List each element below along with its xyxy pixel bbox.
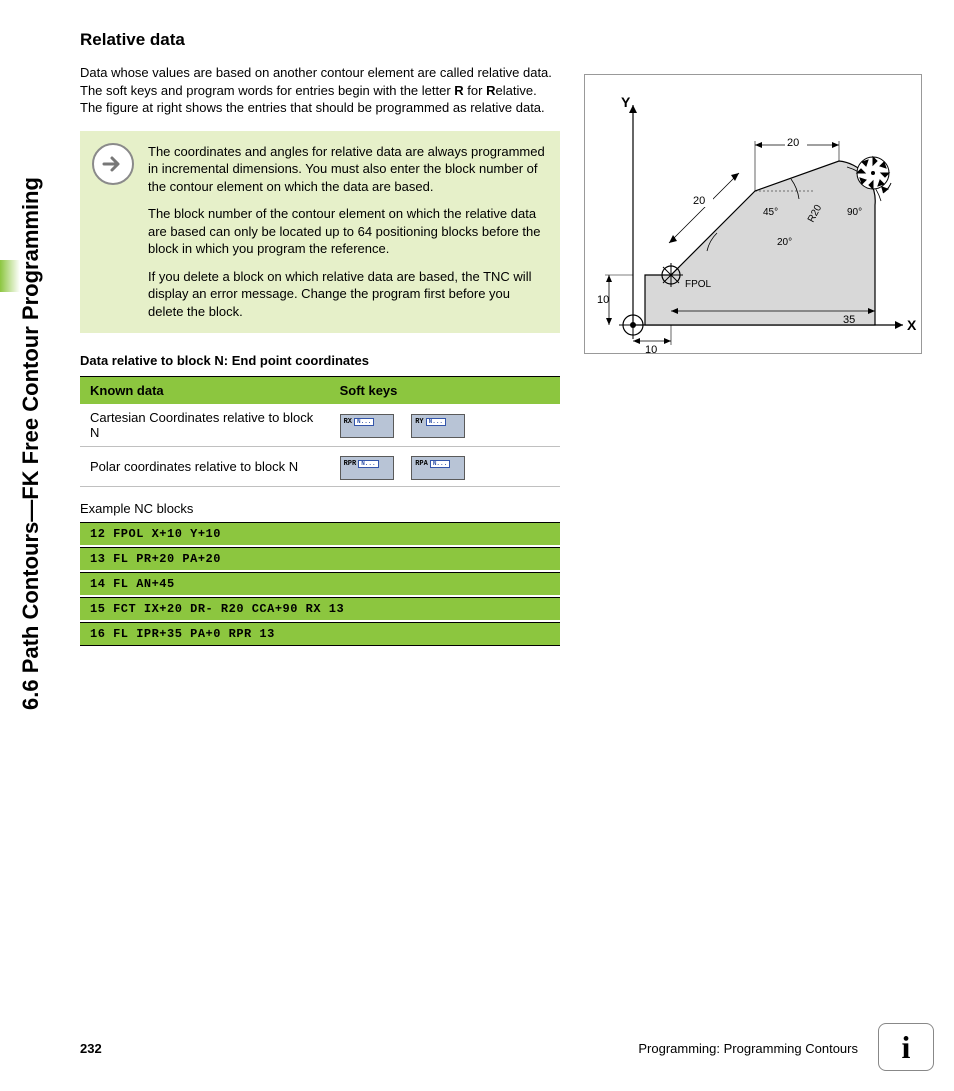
table-header-known: Known data (80, 376, 330, 404)
nc-block: 16 FL IPR+35 PA+0 RPR 13 (80, 622, 560, 646)
table-cell-softkeys: RXN... RYN... (330, 404, 560, 447)
nc-block-list: 12 FPOL X+10 Y+10 13 FL PR+20 PA+20 14 F… (80, 522, 560, 646)
table-cell-label: Polar coordinates relative to block N (80, 446, 330, 486)
softkey-rpr[interactable]: RPRN... (340, 456, 394, 480)
intro-paragraph: Data whose values are based on another c… (80, 64, 560, 117)
svg-text:20: 20 (693, 195, 705, 207)
info-badge-icon: i (878, 1023, 934, 1071)
table-row: Cartesian Coordinates relative to block … (80, 404, 560, 447)
sidebar-gradient (0, 260, 20, 292)
note-box: The coordinates and angles for relative … (80, 131, 560, 333)
nc-block: 13 FL PR+20 PA+20 (80, 547, 560, 570)
svg-text:10: 10 (645, 344, 657, 355)
svg-text:20°: 20° (777, 237, 792, 248)
section-heading: Relative data (80, 30, 560, 50)
table-title: Data relative to block N: End point coor… (80, 353, 560, 368)
info-i-icon: i (902, 1029, 911, 1066)
footer-text: Programming: Programming Contours (638, 1041, 858, 1056)
softkey-ry[interactable]: RYN... (411, 414, 465, 438)
svg-text:35: 35 (843, 314, 855, 326)
softkey-rpa[interactable]: RPAN... (411, 456, 465, 480)
diagram-figure: X Y FPOL 10 10 (584, 74, 922, 354)
example-label: Example NC blocks (80, 501, 560, 516)
svg-text:90°: 90° (847, 207, 862, 218)
svg-text:Y: Y (621, 94, 631, 110)
sidebar-chapter-title: 6.6 Path Contours—FK Free Contour Progra… (18, 30, 46, 710)
svg-text:10: 10 (597, 294, 609, 306)
sidebar-chapter-tab: 6.6 Path Contours—FK Free Contour Progra… (0, 30, 54, 710)
note-arrow-icon (92, 143, 134, 185)
page-number: 232 (80, 1041, 102, 1056)
page-footer: 232 Programming: Programming Contours i (0, 1023, 954, 1073)
note-paragraph-2: The block number of the contour element … (148, 205, 546, 258)
nc-block: 15 FCT IX+20 DR- R20 CCA+90 RX 13 (80, 597, 560, 620)
table-cell-softkeys: RPRN... RPAN... (330, 446, 560, 486)
main-content: Relative data Data whose values are base… (80, 30, 560, 648)
note-paragraph-1: The coordinates and angles for relative … (148, 143, 546, 196)
svg-text:FPOL: FPOL (685, 279, 712, 290)
softkey-rx[interactable]: RXN... (340, 414, 394, 438)
svg-text:20: 20 (787, 137, 799, 149)
nc-block: 14 FL AN+45 (80, 572, 560, 595)
note-paragraph-3: If you delete a block on which relative … (148, 268, 546, 321)
table-cell-label: Cartesian Coordinates relative to block … (80, 404, 330, 447)
table-header-softkeys: Soft keys (330, 376, 560, 404)
svg-text:X: X (907, 317, 917, 333)
table-row: Polar coordinates relative to block N RP… (80, 446, 560, 486)
nc-block: 12 FPOL X+10 Y+10 (80, 522, 560, 545)
svg-text:45°: 45° (763, 207, 778, 218)
softkey-table: Known data Soft keys Cartesian Coordinat… (80, 376, 560, 487)
